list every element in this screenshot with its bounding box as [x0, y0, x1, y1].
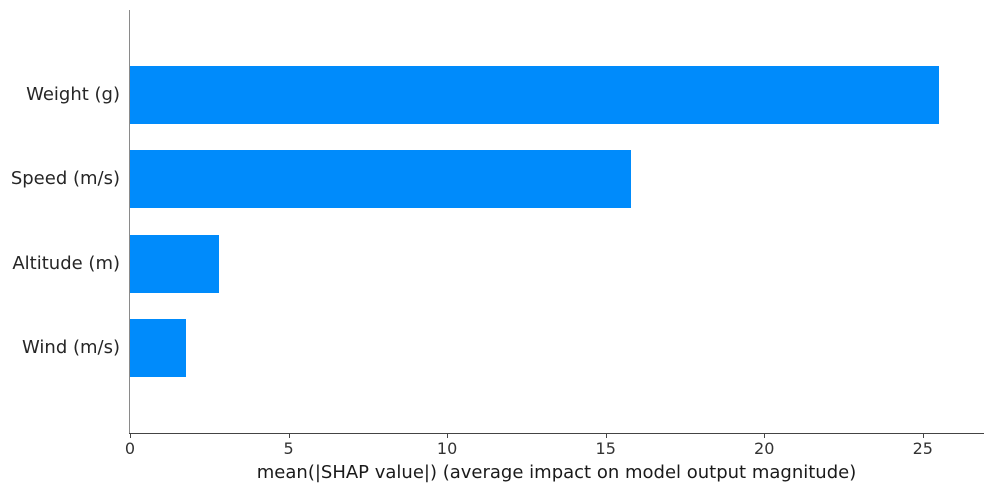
y-tick-label: Wind (m/s) — [22, 337, 120, 359]
y-axis-spine — [129, 10, 130, 433]
bar — [130, 234, 219, 293]
y-tick-label: Weight (g) — [26, 83, 120, 105]
x-tick-label: 5 — [283, 439, 294, 458]
x-tick-label: 20 — [754, 439, 775, 458]
x-tick-mark — [288, 434, 290, 438]
x-tick-mark — [130, 434, 131, 438]
x-tick-mark — [922, 434, 924, 438]
x-axis-spine — [129, 433, 984, 434]
y-tick-label: Speed (m/s) — [10, 168, 120, 190]
x-tick-mark — [605, 434, 607, 438]
x-tick-label: 0 — [124, 439, 136, 458]
x-tick-label: 25 — [912, 439, 933, 458]
bar — [130, 319, 186, 378]
x-tick-mark — [447, 434, 449, 438]
x-tick-label: 15 — [595, 439, 616, 458]
x-tick-mark — [764, 434, 766, 438]
bar — [130, 150, 631, 209]
y-tick-label: Altitude (m) — [12, 252, 120, 274]
x-tick-label: 10 — [436, 439, 458, 458]
plot-area — [130, 10, 983, 433]
bar — [130, 65, 939, 124]
x-axis-label: mean(|SHAP value|) (average impact on mo… — [256, 462, 857, 483]
